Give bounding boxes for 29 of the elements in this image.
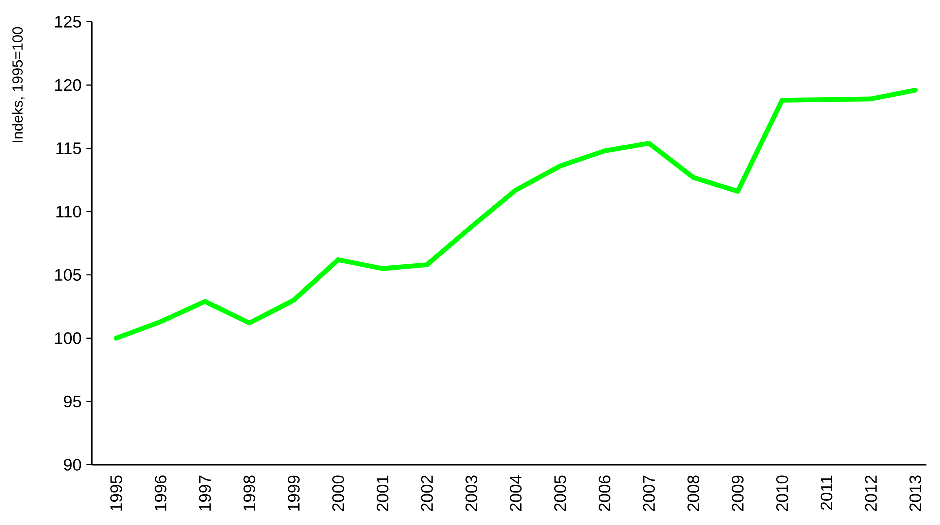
x-tick-label: 1995 (110, 476, 122, 511)
x-tick-label: 2002 (421, 476, 434, 512)
x-tick-label: 2011 (820, 476, 833, 510)
x-tick-label: 2008 (688, 476, 700, 512)
x-tick-label: 1997 (199, 476, 212, 511)
y-tick-label: 125 (55, 16, 82, 28)
x-tick-label: 2013 (910, 476, 922, 512)
y-tick-label: 120 (55, 79, 82, 92)
x-tick-label: 2000 (332, 476, 344, 512)
x-tick-label: 2006 (598, 476, 611, 512)
y-axis-title: Indeks, 1995=100 (12, 27, 25, 142)
x-tick-label: 1998 (244, 476, 256, 511)
y-tick-label: 95 (64, 396, 82, 408)
x-tick-label: 2012 (865, 476, 878, 512)
x-tick-label: 2004 (510, 476, 522, 512)
y-tick-label: 90 (64, 459, 82, 471)
x-tick-label: 2007 (643, 476, 656, 512)
x-tick-label: 2009 (732, 476, 744, 512)
line-series (114, 88, 918, 341)
x-tick-label: 2010 (776, 476, 788, 512)
x-tick-label: 1999 (288, 476, 300, 511)
y-tick-label: 100 (55, 332, 82, 344)
x-tick-label: 2001 (376, 476, 389, 512)
x-tick-label: 1996 (154, 476, 167, 511)
y-tick-label: 115 (56, 142, 82, 154)
x-tick-label: 2005 (554, 476, 566, 512)
y-tick-label: 110 (56, 206, 82, 218)
x-tick-label: 2003 (466, 476, 478, 512)
y-tick-label: 105 (55, 269, 82, 282)
